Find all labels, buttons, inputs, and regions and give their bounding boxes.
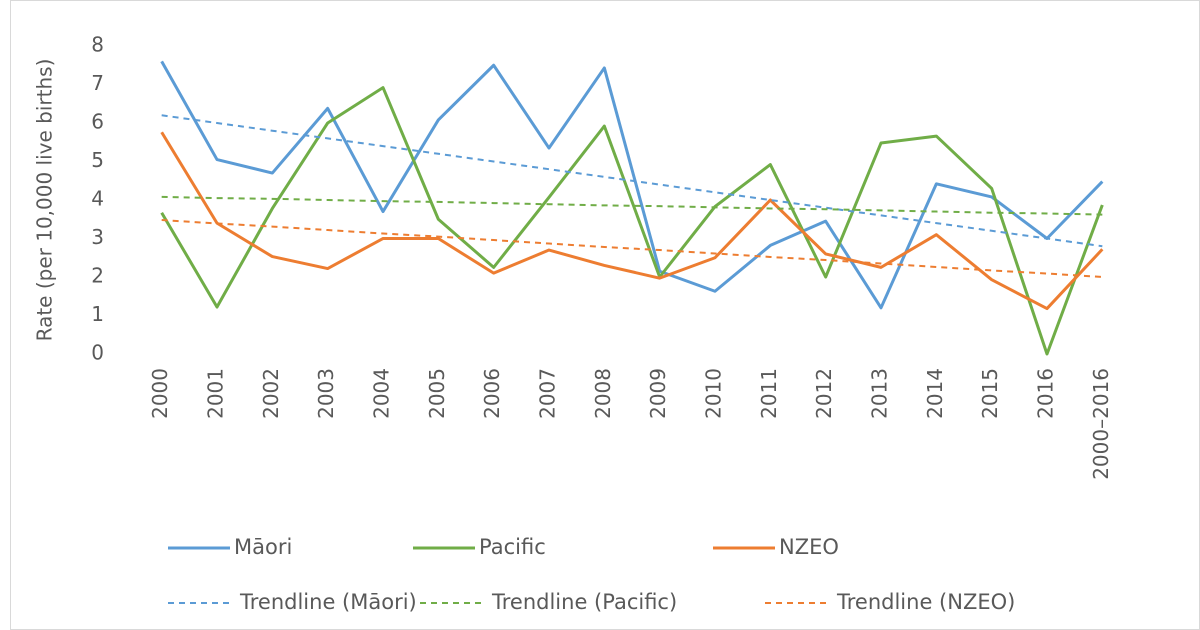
x-tick-label: 2005 bbox=[425, 368, 449, 419]
x-tick-label: 2016 bbox=[1034, 368, 1058, 419]
legend-label: Trendline (NZEO) bbox=[836, 590, 1015, 614]
series-line bbox=[160, 86, 1104, 356]
y-tick-label: 5 bbox=[91, 148, 104, 172]
x-tick-label: 2013 bbox=[868, 368, 892, 419]
y-tick-label: 6 bbox=[91, 110, 104, 134]
x-tick-label: 2011 bbox=[757, 368, 781, 419]
x-tick-label: 2012 bbox=[812, 368, 836, 419]
y-tick-label: 3 bbox=[91, 225, 104, 249]
x-tick-label: 2006 bbox=[480, 368, 504, 419]
x-tick-label: 2014 bbox=[923, 368, 947, 419]
x-tick-label: 2000 bbox=[148, 368, 172, 419]
y-tick-label: 8 bbox=[91, 33, 104, 57]
y-tick-label: 1 bbox=[91, 302, 104, 326]
trendline bbox=[161, 219, 1103, 278]
legend-label: NZEO bbox=[779, 535, 839, 559]
y-axis-label: Rate (per 10,000 live births) bbox=[33, 59, 57, 342]
x-tick-label: 2008 bbox=[591, 368, 615, 419]
x-tick-label: 2015 bbox=[978, 368, 1002, 419]
legend-label: Māori bbox=[234, 535, 292, 559]
y-tick-label: 0 bbox=[91, 341, 104, 365]
y-tick-label: 4 bbox=[91, 187, 104, 211]
x-tick-label: 2007 bbox=[536, 368, 560, 419]
legend-label: Trendline (Pacific) bbox=[491, 590, 677, 614]
x-tick-label: 2002 bbox=[259, 368, 283, 419]
y-tick-label: 7 bbox=[91, 71, 104, 95]
legend-label: Trendline (Māori) bbox=[239, 590, 417, 614]
x-tick-label: 2001 bbox=[204, 368, 228, 419]
series-line bbox=[160, 131, 1104, 311]
x-tick-label: 2010 bbox=[702, 368, 726, 419]
trendline bbox=[161, 195, 1103, 216]
legend-label: Pacific bbox=[479, 535, 546, 559]
x-tick-label: 2000–2016 bbox=[1089, 368, 1113, 480]
trendline bbox=[161, 114, 1103, 248]
x-tick-label: 2003 bbox=[314, 368, 338, 419]
y-tick-label: 2 bbox=[91, 264, 104, 288]
chart-border bbox=[10, 0, 1200, 630]
x-tick-label: 2009 bbox=[646, 368, 670, 419]
x-tick-label: 2004 bbox=[370, 368, 394, 419]
series-line bbox=[160, 60, 1104, 310]
